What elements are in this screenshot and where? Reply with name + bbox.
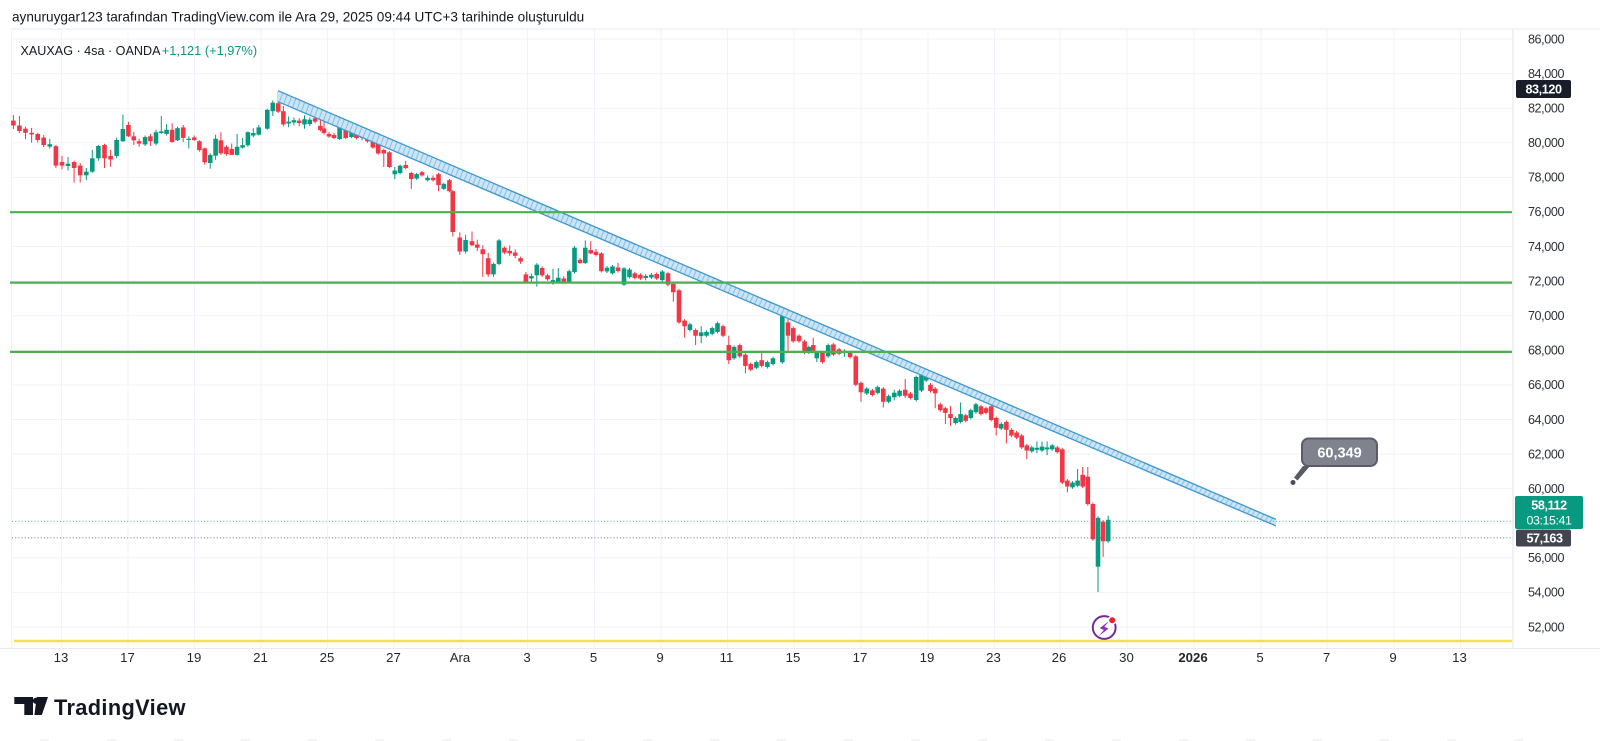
svg-text:70,000: 70,000 xyxy=(1528,309,1565,323)
svg-text:25: 25 xyxy=(320,650,335,665)
svg-text:15: 15 xyxy=(786,650,801,665)
svg-text:83,120: 83,120 xyxy=(1525,82,1562,96)
svg-text:2026: 2026 xyxy=(1178,650,1207,665)
svg-text:3: 3 xyxy=(523,650,530,665)
svg-text:74,000: 74,000 xyxy=(1528,240,1565,254)
svg-text:5: 5 xyxy=(590,650,597,665)
svg-text:17: 17 xyxy=(853,650,868,665)
svg-text:27: 27 xyxy=(386,650,401,665)
svg-text:Ara: Ara xyxy=(450,650,471,665)
svg-text:30: 30 xyxy=(1119,650,1134,665)
svg-text:52,000: 52,000 xyxy=(1528,620,1565,634)
svg-text:13: 13 xyxy=(1452,650,1467,665)
svg-text:86,000: 86,000 xyxy=(1528,32,1565,46)
svg-text:64,000: 64,000 xyxy=(1528,413,1565,427)
svg-text:56,000: 56,000 xyxy=(1528,551,1565,565)
svg-text:19: 19 xyxy=(187,650,202,665)
svg-text:21: 21 xyxy=(253,650,268,665)
svg-text:57,163: 57,163 xyxy=(1526,532,1563,546)
svg-text:11: 11 xyxy=(720,650,734,665)
svg-text:68,000: 68,000 xyxy=(1528,344,1565,358)
svg-text:80,000: 80,000 xyxy=(1528,136,1565,150)
svg-text:7: 7 xyxy=(1323,650,1330,665)
svg-text:62,000: 62,000 xyxy=(1528,447,1565,461)
svg-text:78,000: 78,000 xyxy=(1528,171,1565,185)
svg-text:9: 9 xyxy=(656,650,663,665)
svg-text:54,000: 54,000 xyxy=(1528,586,1565,600)
svg-text:76,000: 76,000 xyxy=(1528,205,1565,219)
svg-text:17: 17 xyxy=(120,650,135,665)
svg-text:TradingView: TradingView xyxy=(54,695,186,720)
svg-text:60,349: 60,349 xyxy=(1317,446,1361,462)
svg-text:9: 9 xyxy=(1389,650,1396,665)
svg-text:13: 13 xyxy=(54,650,69,665)
svg-text:+1,121 (+1,97%): +1,121 (+1,97%) xyxy=(162,43,257,58)
svg-text:5: 5 xyxy=(1256,650,1263,665)
svg-text:72,000: 72,000 xyxy=(1528,274,1565,288)
svg-text:82,000: 82,000 xyxy=(1528,102,1565,116)
svg-text:26: 26 xyxy=(1052,650,1067,665)
svg-text:aynuruygar123 tarafından Tradi: aynuruygar123 tarafından TradingView.com… xyxy=(12,10,584,25)
svg-text:66,000: 66,000 xyxy=(1528,378,1565,392)
svg-text:84,000: 84,000 xyxy=(1528,67,1565,81)
svg-text:58,112: 58,112 xyxy=(1531,498,1567,512)
svg-text:23: 23 xyxy=(986,650,1001,665)
svg-text:XAUXAG · 4sa · OANDA: XAUXAG · 4sa · OANDA xyxy=(21,44,162,58)
svg-text:03:15:41: 03:15:41 xyxy=(1526,513,1572,527)
svg-text:19: 19 xyxy=(920,650,935,665)
svg-text:60,000: 60,000 xyxy=(1528,482,1565,496)
